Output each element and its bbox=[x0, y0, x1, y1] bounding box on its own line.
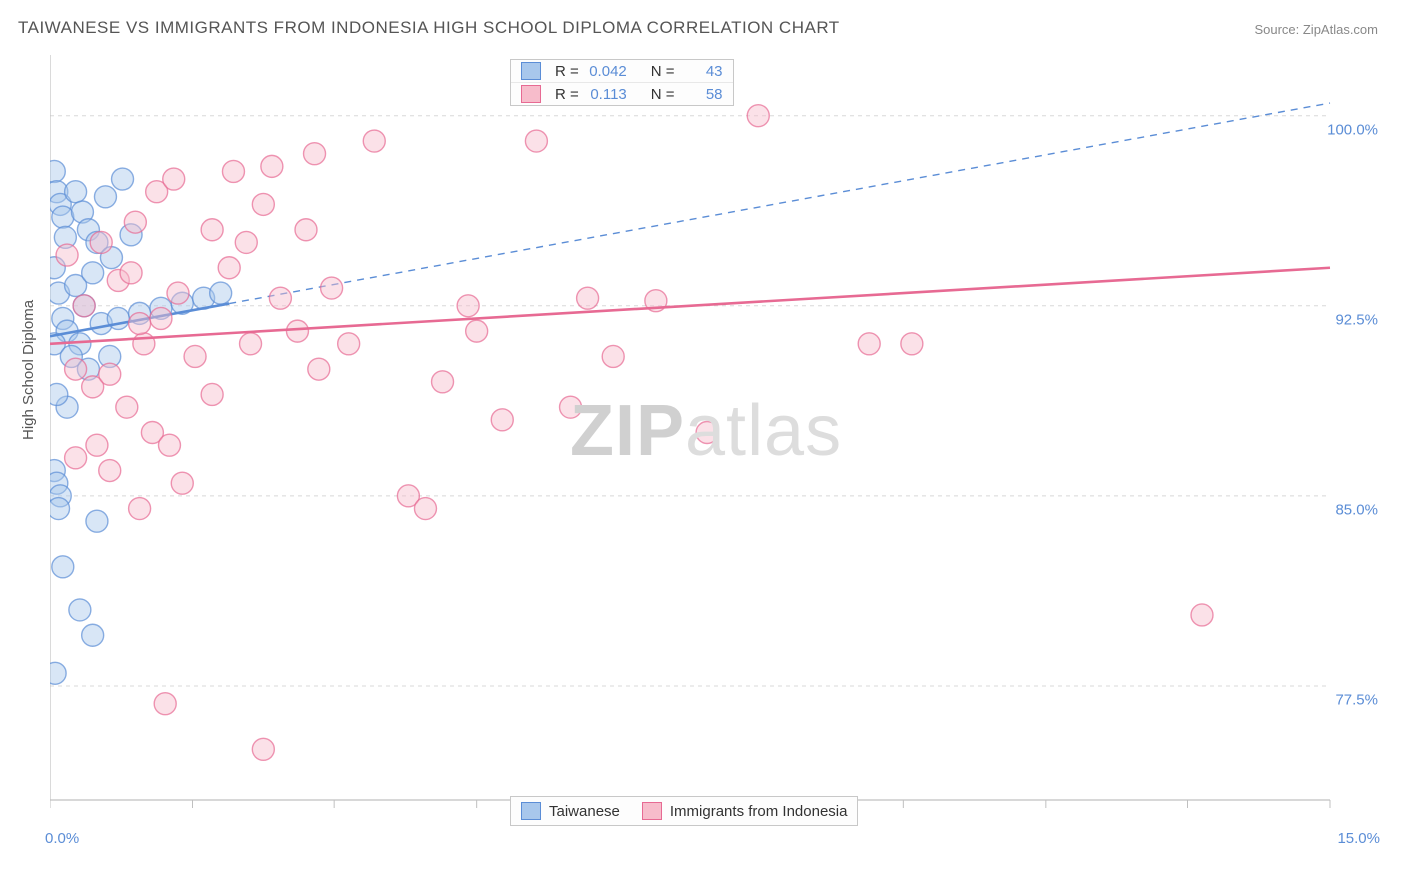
n-label: N = bbox=[651, 86, 675, 103]
r-label: R = bbox=[555, 86, 579, 103]
x-tick-label: 0.0% bbox=[45, 830, 79, 847]
stats-row: R = 0.042 N = 43 bbox=[511, 60, 733, 82]
legend-label: Immigrants from Indonesia bbox=[670, 803, 848, 820]
source-prefix: Source: bbox=[1254, 22, 1302, 37]
chart-title: TAIWANESE VS IMMIGRANTS FROM INDONESIA H… bbox=[18, 18, 840, 38]
plot-area: ZIPatlas R =0.042N =43R =0.113N =58 Taiw… bbox=[50, 55, 1386, 825]
y-tick-label: 85.0% bbox=[1335, 501, 1378, 518]
source-label: Source: ZipAtlas.com bbox=[1254, 22, 1378, 37]
y-tick-label: 77.5% bbox=[1335, 691, 1378, 708]
legend-swatch bbox=[642, 802, 662, 820]
r-value: 0.113 bbox=[585, 86, 627, 103]
y-tick-label: 92.5% bbox=[1335, 311, 1378, 328]
y-axis-label: High School Diploma bbox=[20, 300, 37, 440]
source-link[interactable]: ZipAtlas.com bbox=[1303, 22, 1378, 37]
stats-row: R = 0.113 N = 58 bbox=[511, 82, 733, 105]
r-value: 0.042 bbox=[585, 63, 627, 80]
n-label: N = bbox=[651, 63, 675, 80]
legend-swatch bbox=[521, 802, 541, 820]
legend-swatch bbox=[521, 85, 541, 103]
y-tick-label: 100.0% bbox=[1327, 121, 1378, 138]
x-tick-label: 15.0% bbox=[1337, 830, 1380, 847]
series-legend: Taiwanese Immigrants from Indonesia bbox=[510, 796, 858, 826]
legend-item: Immigrants from Indonesia bbox=[642, 800, 848, 822]
legend-label: Taiwanese bbox=[549, 803, 620, 820]
legend-swatch bbox=[521, 62, 541, 80]
chart-container: TAIWANESE VS IMMIGRANTS FROM INDONESIA H… bbox=[0, 0, 1406, 892]
n-value: 43 bbox=[681, 63, 723, 80]
r-label: R = bbox=[555, 63, 579, 80]
chart-svg bbox=[50, 55, 1386, 825]
n-value: 58 bbox=[681, 86, 723, 103]
legend-item: Taiwanese bbox=[521, 800, 620, 822]
stats-legend: R = 0.042 N = 43 R = 0.113 N = 58 bbox=[510, 59, 734, 106]
